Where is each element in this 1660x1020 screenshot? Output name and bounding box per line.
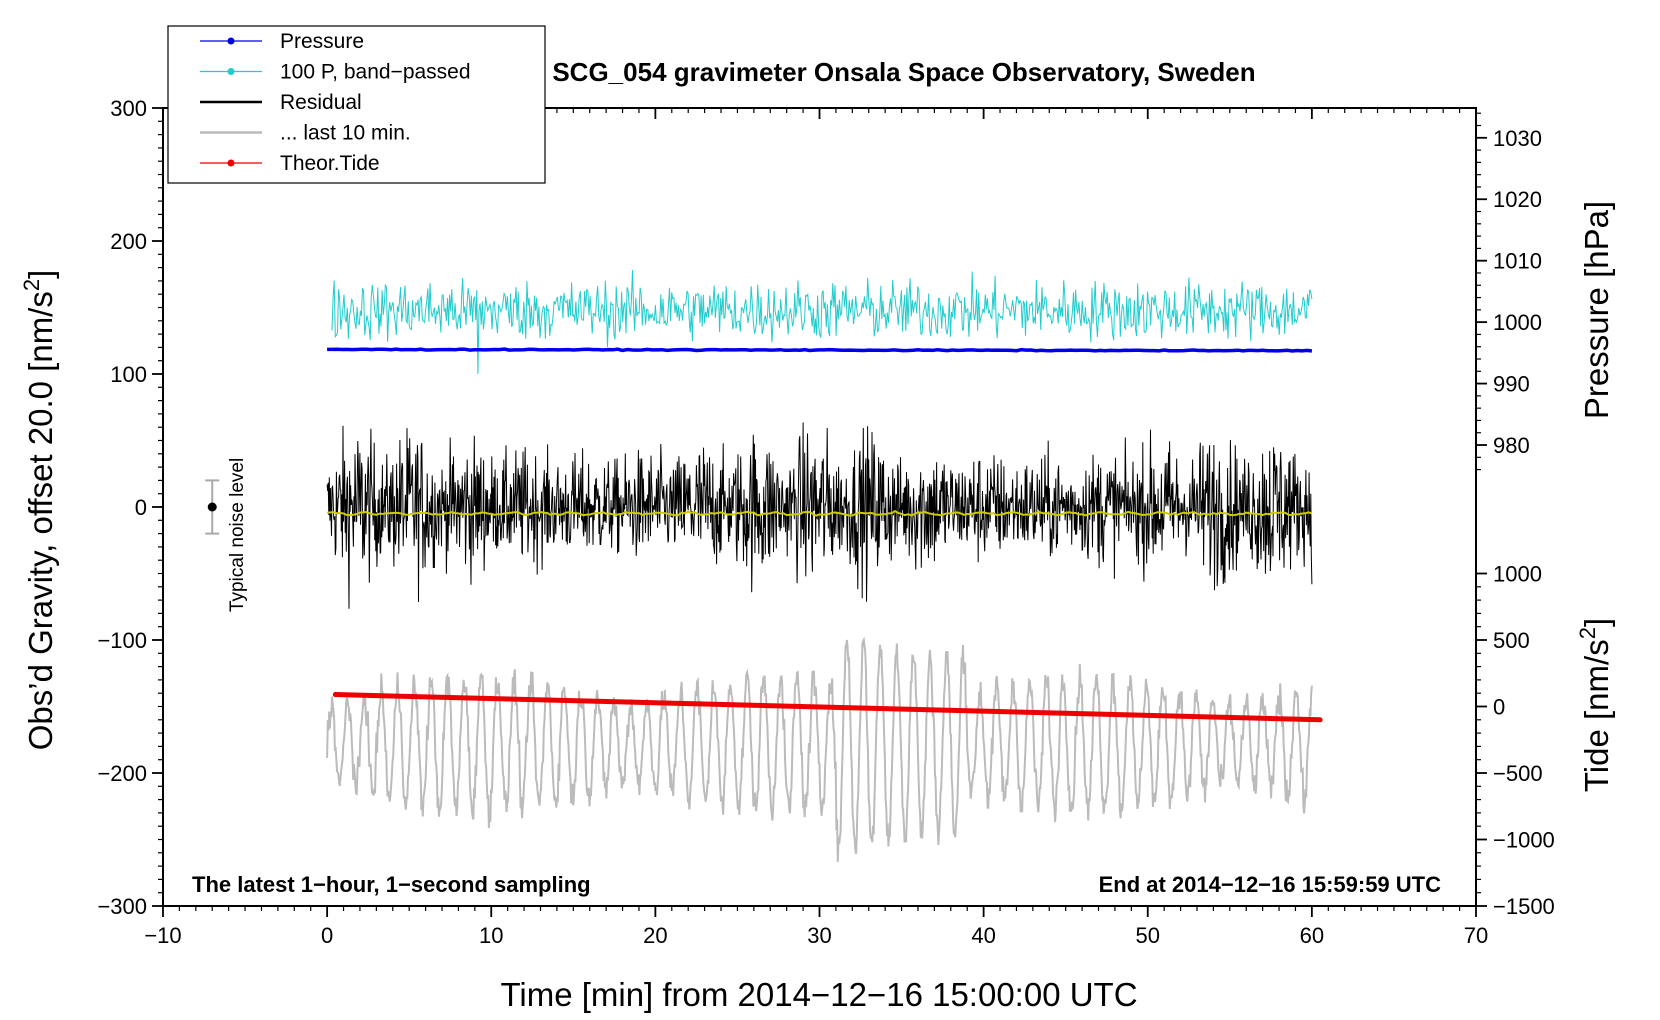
y-axis-title-tide-sup: 2 <box>1575 627 1600 639</box>
legend-label-0: Pressure <box>280 30 364 53</box>
tide-tick-label: −1500 <box>1493 894 1555 919</box>
y-axis-title-pressure: Pressure [hPa] <box>1578 201 1615 419</box>
tide-axis-ticks: 1000 500 0 −500 −1000 −1500 <box>1476 562 1555 919</box>
tide-tick-label: 500 <box>1493 628 1530 653</box>
pressure-tick-label: 1020 <box>1493 187 1542 212</box>
legend-marker-0 <box>227 37 235 45</box>
tide-tick-label: −500 <box>1493 761 1543 786</box>
pressure-tick-label: 1030 <box>1493 126 1542 151</box>
legend-label-2: Residual <box>280 91 362 114</box>
y-tick-label: −200 <box>97 761 147 786</box>
y-axis-title-left-main: Obs’d Gravity, offset 20.0 [nm/s <box>22 291 59 750</box>
y-axis-ticks: 300 200 100 0 −100 −200 −300 <box>97 96 163 919</box>
pressure-tick-label: 990 <box>1493 372 1530 397</box>
x-tick-label: 60 <box>1300 923 1324 948</box>
series-residual-smoothed <box>327 509 1313 517</box>
x-tick-label: 40 <box>971 923 995 948</box>
x-tick-label: 0 <box>321 923 333 948</box>
y-tick-label: 200 <box>110 229 147 254</box>
series-last-10-min <box>326 636 1313 862</box>
pressure-tick-label: 980 <box>1493 433 1530 458</box>
x-tick-label: 30 <box>807 923 831 948</box>
y-tick-label: 300 <box>110 96 147 121</box>
legend-marker-4 <box>227 159 235 167</box>
chart-title: SCG_054 gravimeter Onsala Space Observat… <box>552 57 1255 87</box>
x-axis-title: Time [min] from 2014−12−16 15:00:00 UTC <box>500 976 1137 1013</box>
pressure-tick-label: 1010 <box>1493 249 1542 274</box>
series-pressure <box>327 347 1313 353</box>
legend-label-3: ... last 10 min. <box>280 122 411 145</box>
y-tick-label: 0 <box>135 495 147 520</box>
y-axis-title-left-end: ] <box>22 270 59 279</box>
note-right: End at 2014−12−16 15:59:59 UTC <box>1099 872 1442 897</box>
noise-point <box>207 502 217 512</box>
x-tick-label: 70 <box>1464 923 1488 948</box>
legend-label-1: 100 P, band−passed <box>280 61 471 84</box>
pressure-axis-ticks: 1030 1020 1010 1000 990 980 <box>1476 112 1542 471</box>
y-axis-title-left-sup: 2 <box>19 279 44 291</box>
series-bandpassed-pressure <box>331 270 1313 375</box>
legend: Pressure 100 P, band−passed Residual ... la… <box>167 25 546 184</box>
y-tick-label: −300 <box>97 894 147 919</box>
y-axis-title-tide: Tide [nm/s2] <box>1575 618 1615 792</box>
tide-tick-label: 0 <box>1493 695 1505 720</box>
x-tick-label: −10 <box>144 923 181 948</box>
series-layer <box>326 270 1323 862</box>
y-tick-label: 100 <box>110 362 147 387</box>
noise-marker <box>205 479 220 535</box>
y-axis-title-tide-end: ] <box>1578 618 1615 627</box>
note-left: The latest 1−hour, 1−second sampling <box>192 872 591 897</box>
y-axis-title-left: Obs’d Gravity, offset 20.0 [nm/s2] <box>19 270 59 751</box>
tide-tick-label: 1000 <box>1493 562 1542 587</box>
x-tick-label: 20 <box>643 923 667 948</box>
pressure-tick-label: 1000 <box>1493 310 1542 335</box>
legend-box <box>167 25 546 184</box>
x-tick-label: 10 <box>479 923 503 948</box>
y-tick-label: −100 <box>97 628 147 653</box>
y-axis-title-tide-main: Tide [nm/s <box>1578 639 1615 792</box>
series-residual <box>326 422 1313 609</box>
noise-label: Typical noise level <box>227 458 248 612</box>
x-tick-label: 50 <box>1136 923 1160 948</box>
series-theor-tide <box>332 692 1323 723</box>
legend-marker-1 <box>227 68 235 75</box>
tide-tick-label: −1000 <box>1493 828 1555 853</box>
x-axis-ticks: −10 0 10 20 30 40 50 60 70 <box>144 108 1488 948</box>
legend-label-4: Theor.Tide <box>280 152 380 175</box>
